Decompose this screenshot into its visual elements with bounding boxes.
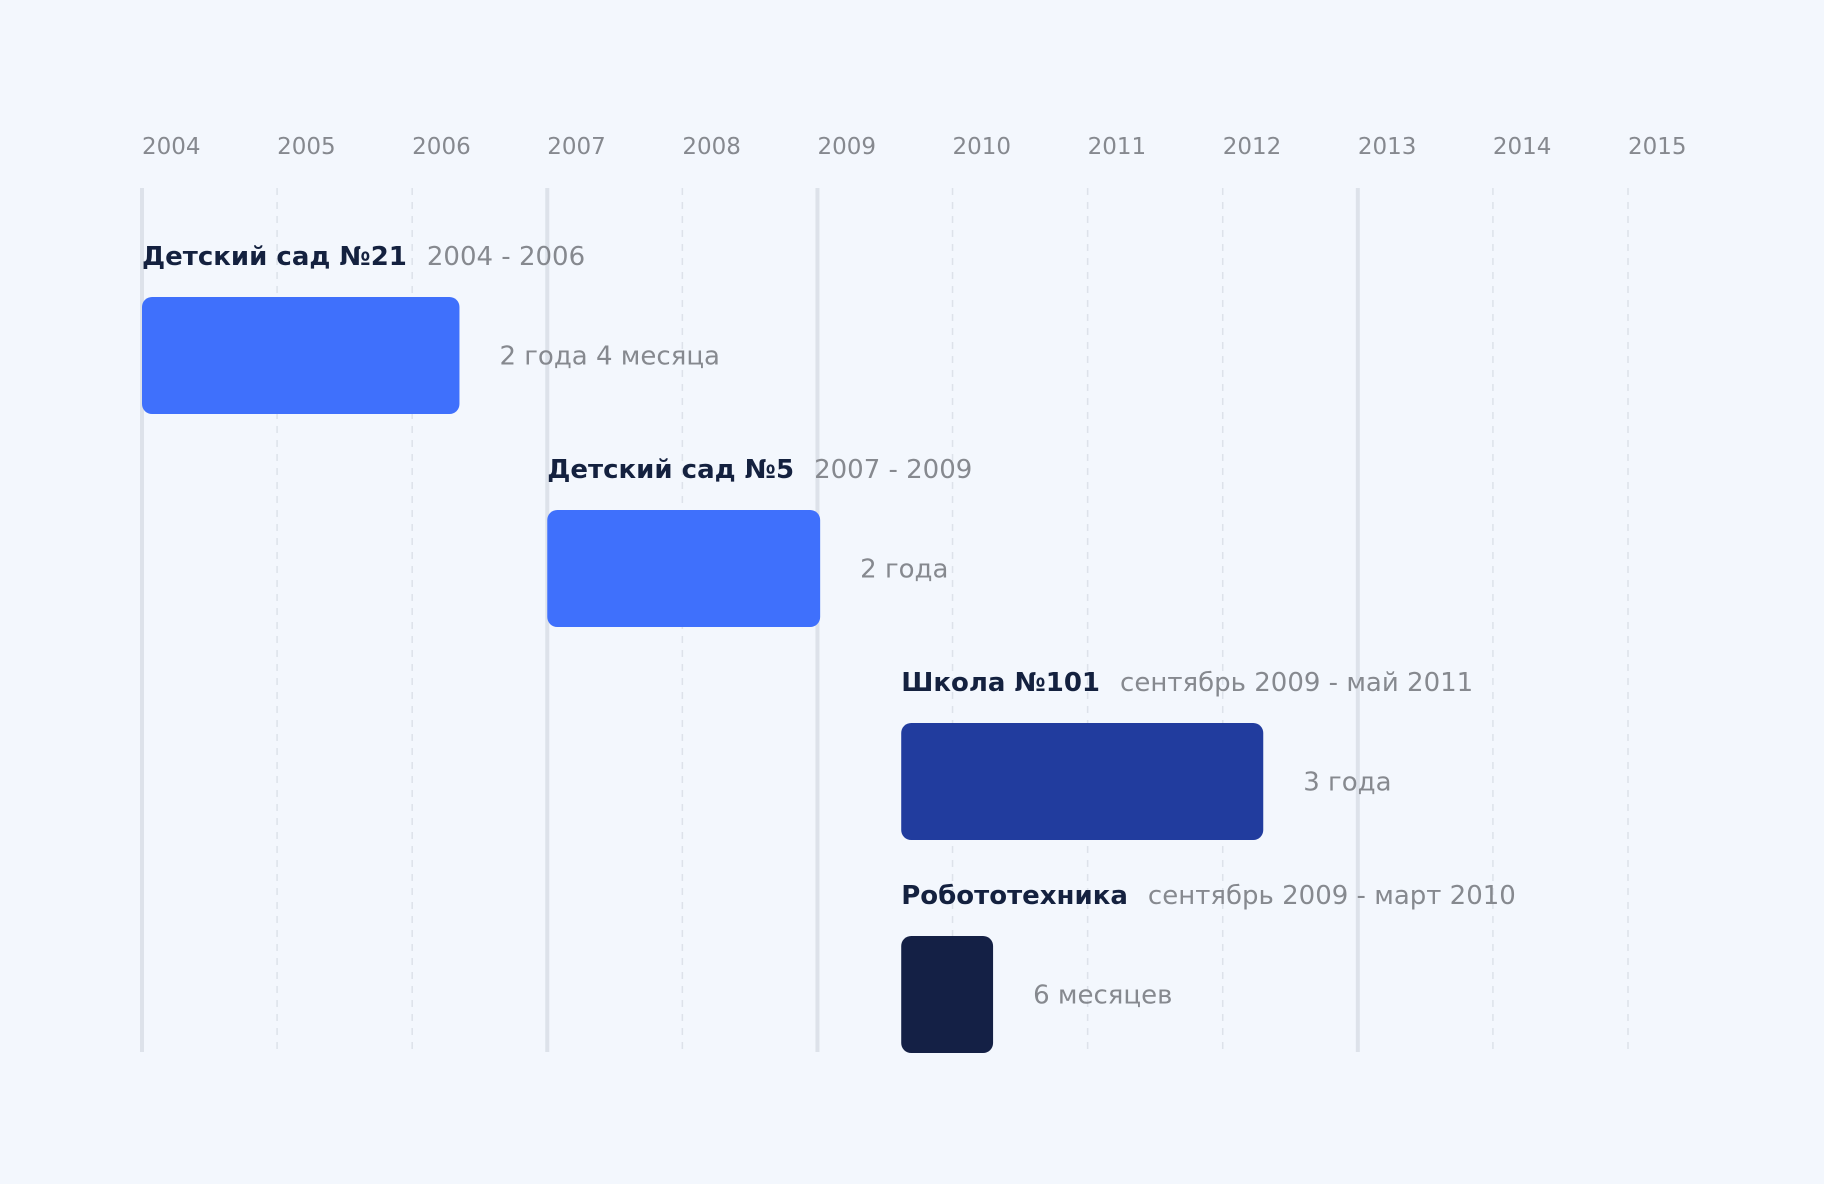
tick-label-2004: 2004 [142, 134, 201, 160]
tick-label-2008: 2008 [682, 134, 741, 160]
tick-label-2009: 2009 [817, 134, 876, 160]
tick-label-2013: 2013 [1358, 134, 1417, 160]
tick-label-2012: 2012 [1223, 134, 1282, 160]
tick-label-2015: 2015 [1628, 134, 1687, 160]
year-axis: 2004 2005 2006 2007 2008 2009 2010 2011 2012 2013… [142, 134, 1687, 160]
task-period: 2004 - 2006 [427, 242, 585, 272]
task-name: Детский сад №5 [547, 455, 794, 485]
tick-label-2011: 2011 [1088, 134, 1147, 160]
task-duration: 3 года [1303, 768, 1391, 798]
task-3: Школа №101 сентябрь 2009 - май 2011 3 года [901, 668, 1473, 840]
task-name: Детский сад №21 [142, 242, 407, 272]
tick-label-2005: 2005 [277, 134, 336, 160]
task-period: сентябрь 2009 - март 2010 [1148, 881, 1516, 911]
task-period: сентябрь 2009 - май 2011 [1120, 668, 1473, 698]
task-duration: 2 года 4 месяца [499, 342, 720, 372]
tick-label-2006: 2006 [412, 134, 471, 160]
task-name: Школа №101 [901, 668, 1100, 698]
tick-label-2014: 2014 [1493, 134, 1552, 160]
timeline-tasks: Детский сад №21 2004 - 2006 2 года 4 месяц… [142, 242, 1516, 1053]
tick-label-2007: 2007 [547, 134, 606, 160]
task-2: Детский сад №5 2007 - 2009 2 года [547, 455, 972, 627]
task-bar [547, 510, 821, 627]
task-4: Робототехника сентябрь 2009 - март 2010 6 … [901, 881, 1516, 1053]
task-bar [901, 936, 994, 1053]
task-duration: 6 месяцев [1033, 981, 1172, 1011]
task-bar [901, 723, 1264, 840]
task-name: Робототехника [901, 881, 1128, 911]
task-1: Детский сад №21 2004 - 2006 2 года 4 месяц… [142, 242, 720, 414]
task-bar [142, 297, 460, 414]
task-duration: 2 года [860, 555, 948, 585]
tick-label-2010: 2010 [953, 134, 1012, 160]
task-period: 2007 - 2009 [814, 455, 972, 485]
